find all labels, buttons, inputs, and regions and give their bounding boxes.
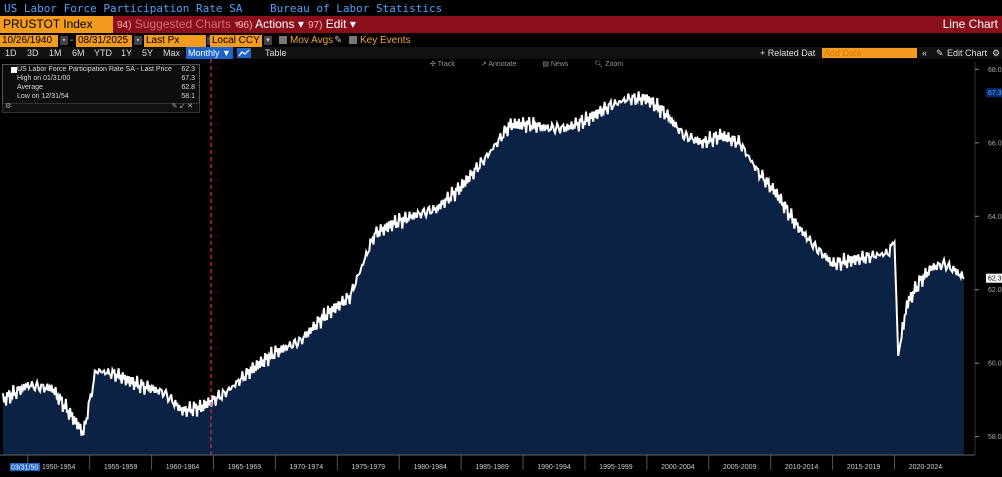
x-tick-label: 1990-1994 <box>537 464 571 471</box>
mov-avgs-label[interactable]: Mov Avgs <box>290 35 334 46</box>
start-date-field[interactable]: 10/26/1940 <box>0 35 58 47</box>
calendar-icon[interactable]: ▪ <box>60 36 68 45</box>
period-3d[interactable]: 3D <box>27 48 39 58</box>
period-1y[interactable]: 1Y <box>121 48 133 58</box>
title-bar: US Labor Force Participation Rate SA Bur… <box>0 0 1002 16</box>
data-source: Bureau of Labor Statistics <box>270 2 443 15</box>
x-tick-label: 1965-1969 <box>228 464 262 471</box>
last-value-label: 62.3 <box>988 276 1002 283</box>
settings-bar: 10/26/1940 ▪ - 08/31/2025 ▪ Last Px ▾ Lo… <box>0 34 1002 47</box>
series-line <box>2 91 965 436</box>
x-tick-label: 1975-1979 <box>352 464 386 471</box>
value-badges: 67.3 62.3 <box>986 88 1002 283</box>
x-tick-label: 1960-1964 <box>166 464 200 471</box>
line-chart-icon[interactable] <box>237 48 251 58</box>
x-tick-label: 1950-1954 <box>42 464 76 471</box>
legend-high: High on 01/31/00 67.3 <box>17 75 195 82</box>
calendar-icon[interactable]: ▪ <box>134 36 142 45</box>
zoom-tool[interactable]: 🔍︎ Zoom <box>594 61 624 68</box>
period-max[interactable]: Max <box>163 48 181 58</box>
ticker-input[interactable]: PRUSTOT Index <box>0 16 113 33</box>
y-tick-label: 68.0 <box>988 67 1002 74</box>
track-tool[interactable]: ✣ Track <box>430 61 455 68</box>
line-chart[interactable]: 68.0 66.0 64.0 62.0 60.0 58.0 1950-1954 1955-1… <box>0 59 1002 477</box>
legend-toolbar: ⚙ ✎ ↙ ✕ <box>2 103 200 113</box>
x-tick-label: 1985-1989 <box>475 464 509 471</box>
command-bar: PRUSTOT Index 94) Suggested Charts ▾ 96)… <box>0 16 1002 33</box>
dropdown-arrow-icon[interactable]: ▾ <box>264 36 272 45</box>
annotate-tool[interactable]: ↗ Annotate <box>480 61 517 68</box>
y-tick-label: 62.0 <box>988 287 1002 294</box>
frequency-select[interactable]: Monthly ▼ <box>186 47 233 59</box>
legend-controls-icon[interactable]: ✎ ↙ ✕ <box>171 103 194 110</box>
period-5y[interactable]: 5Y <box>142 48 154 58</box>
period-1m[interactable]: 1M <box>49 48 62 58</box>
dropdown-arrow-icon: ▼ <box>222 48 231 58</box>
x-tick-label: 2010-2014 <box>785 464 819 471</box>
table-button[interactable]: Table <box>265 48 287 58</box>
period-1d[interactable]: 1D <box>5 48 17 58</box>
news-tool[interactable]: ▤ News <box>542 61 569 68</box>
x-axis: 1950-1954 1955-1959 1960-1964 1965-1969 1970… <box>0 454 975 472</box>
period-ytd[interactable]: YTD <box>94 48 112 58</box>
y-axis: 68.0 66.0 64.0 62.0 60.0 58.0 <box>975 67 1002 441</box>
pencil-icon[interactable]: ✎ <box>334 35 343 46</box>
period-toolbar: 1D 3D 1M 6M YTD 1Y 5Y Max Monthly ▼ Tabl… <box>0 47 1002 59</box>
legend-average: Average 62.8 <box>17 84 195 91</box>
high-value-label: 67.3 <box>988 90 1002 97</box>
y-tick-label: 58.0 <box>988 434 1002 441</box>
high-value-badge <box>986 88 1002 98</box>
currency-select[interactable]: Local CCY <box>210 35 262 47</box>
series-area <box>3 91 964 456</box>
dropdown-arrow-icon: ▾ <box>297 17 304 31</box>
series-color-swatch <box>11 67 17 73</box>
actions-button[interactable]: 96) Actions ▾ <box>238 17 304 31</box>
x-start-label: 03/31/50 <box>11 465 38 472</box>
x-tick-label: 2005-2009 <box>723 464 757 471</box>
x-tick-label: 1995-1999 <box>599 464 633 471</box>
x-tick-label: 1980-1984 <box>413 464 447 471</box>
legend-low: Low on 12/31/54 58.1 <box>17 93 195 100</box>
gear-icon[interactable]: ⚙ <box>992 48 1001 58</box>
x-tick-label: 2020-2024 <box>909 464 943 471</box>
pencil-icon[interactable]: ✎ <box>936 48 944 58</box>
end-date-field[interactable]: 08/31/2025 <box>76 35 132 47</box>
x-start-badge <box>10 463 40 471</box>
related-data-button[interactable]: + Related Dat <box>760 48 816 58</box>
chart-legend: US Labor Force Participation Rate SA - L… <box>2 64 200 110</box>
suggested-charts-button[interactable]: 94) Suggested Charts ▾ <box>117 17 241 31</box>
price-field-select[interactable]: Last Px <box>144 35 206 47</box>
x-tick-label: 2015-2019 <box>847 464 881 471</box>
security-name: US Labor Force Participation Rate SA <box>4 2 243 15</box>
key-events-label[interactable]: Key Events <box>360 35 411 46</box>
dropdown-arrow-icon: ▾ <box>349 17 356 31</box>
period-6m[interactable]: 6M <box>72 48 85 58</box>
y-tick-label: 60.0 <box>988 361 1002 368</box>
legend-series: US Labor Force Participation Rate SA - L… <box>17 66 195 73</box>
add-data-input[interactable]: Add Data <box>822 48 917 58</box>
gear-icon[interactable]: ⚙ <box>5 103 12 110</box>
x-tick-label: 1970-1974 <box>290 464 324 471</box>
edit-button[interactable]: 97) Edit ▾ <box>308 17 356 31</box>
edit-chart-button[interactable]: Edit Chart <box>947 48 988 58</box>
last-value-badge <box>986 273 1002 283</box>
key-events-checkbox[interactable] <box>349 36 357 44</box>
x-tick-label: 2000-2004 <box>661 464 695 471</box>
chart-tools: ✣ Track ↗ Annotate ▤ News 🔍︎ Zoom <box>430 60 647 68</box>
x-tick-label: 1955-1959 <box>104 464 138 471</box>
y-tick-label: 64.0 <box>988 214 1002 221</box>
dropdown-arrow-icon: ▾ <box>234 17 241 31</box>
view-title: Line Chart <box>942 17 998 31</box>
mov-avgs-checkbox[interactable] <box>279 36 287 44</box>
y-tick-label: 66.0 <box>988 140 1002 147</box>
collapse-icon[interactable]: « <box>922 48 928 58</box>
